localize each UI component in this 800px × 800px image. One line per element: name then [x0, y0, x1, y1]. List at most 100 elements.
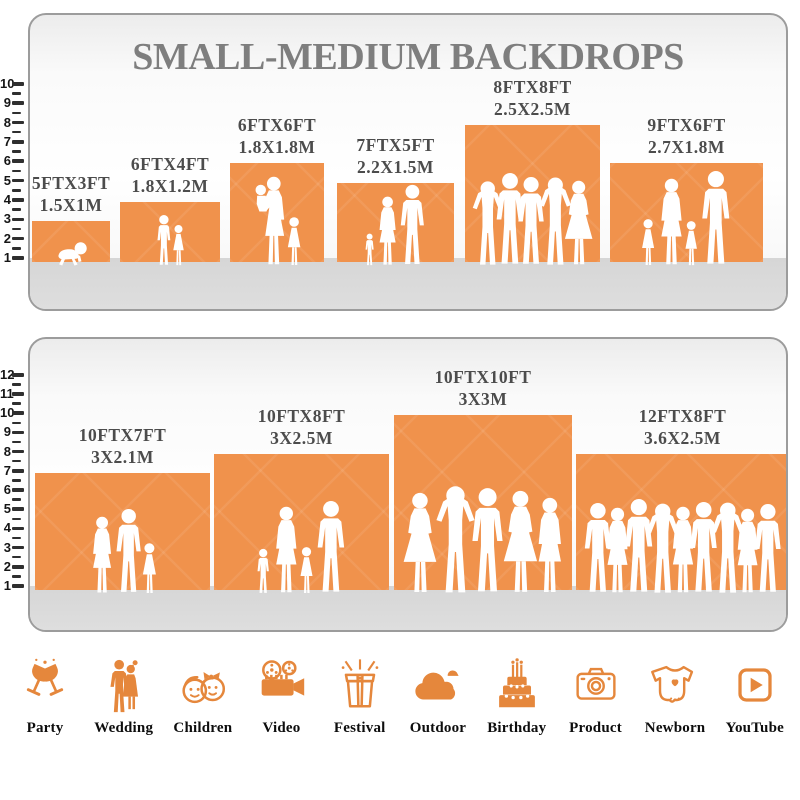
category-youtube: YouTube	[726, 656, 784, 737]
size-ft: 10FTX7FT	[78, 425, 167, 445]
category-wedding: Wedding	[94, 656, 153, 737]
people-silhouettes	[467, 170, 598, 271]
backdrop-size-label: 7FTX5FT 2.2X1.5M	[356, 135, 434, 179]
size-m: 2.2X1.5M	[357, 156, 434, 177]
ruler-tick-major	[12, 526, 24, 531]
category-label: Outdoor	[409, 720, 467, 736]
ruler-number: 8	[3, 443, 11, 459]
ruler-number: 6	[3, 153, 11, 169]
people-silhouettes	[250, 174, 305, 271]
ruler-tick-major	[12, 159, 24, 163]
category-children: Children	[173, 656, 232, 737]
ruler-number: 2	[3, 230, 11, 246]
ruler-number: 10	[0, 75, 15, 91]
size-m: 1.8X1.8M	[238, 136, 316, 157]
page-title: SMALL-MEDIUM BACKDROPS	[132, 36, 684, 78]
ruler-tick-major	[12, 198, 24, 202]
youtube-icon	[726, 656, 784, 714]
ruler-tick-minor	[12, 169, 21, 173]
ruler-tick-minor	[12, 189, 21, 192]
ruler-number: 7	[3, 133, 11, 149]
backdrop-size-label: 6FTX6FT 1.8X1.8M	[238, 115, 316, 159]
floor	[30, 586, 786, 630]
category-newborn: Newborn	[645, 656, 706, 737]
ruler-tick-minor	[12, 92, 21, 95]
ruler-tick-minor	[12, 536, 21, 540]
outdoor-icon	[409, 656, 467, 714]
ruler-number: 5	[3, 172, 11, 188]
ruler-tick-major	[12, 140, 24, 144]
ruler-tick-major	[12, 82, 24, 86]
birthday-icon	[488, 656, 546, 714]
ruler-number: 3	[3, 211, 11, 227]
size-ft: 9FTX6FT	[647, 115, 726, 135]
backdrop-size-label: 10FTX7FT 3X2.1M	[79, 425, 167, 469]
category-label: Wedding	[94, 720, 154, 736]
ruler-number: 4	[3, 520, 11, 536]
ruler-tick-major	[12, 256, 24, 260]
people-silhouettes	[579, 496, 786, 599]
ruler-tick-major	[12, 101, 24, 105]
people-silhouettes	[254, 498, 350, 599]
size-m: 1.5X1M	[39, 194, 103, 215]
size-ft: 6FTX6FT	[237, 115, 317, 135]
ruler-tick-major	[12, 373, 24, 377]
ruler-tick-major	[12, 469, 24, 473]
ruler-tick-minor	[12, 421, 21, 425]
ruler-number: 6	[3, 482, 11, 497]
video-icon	[252, 656, 310, 714]
size-ft: 5FTX3FT	[31, 173, 111, 193]
category-label: Video	[262, 720, 301, 736]
backdrop-size-label: 9FTX6FT 2.7X1.8M	[647, 115, 725, 159]
people-silhouettes	[397, 480, 570, 599]
backdrop-7ftx5ft	[337, 183, 454, 266]
size-ft: 7FTX5FT	[356, 135, 435, 155]
category-video: Video	[252, 656, 310, 737]
backdrop-size-label: 8FTX8FT 2.5X2.5M	[493, 77, 571, 121]
category-label: Product	[569, 720, 622, 736]
category-label: Birthday	[487, 720, 547, 736]
category-label: Festival	[333, 720, 386, 736]
ruler-tick-major	[12, 411, 24, 415]
category-label: Newborn	[644, 720, 706, 736]
category-party: Party	[16, 656, 74, 737]
newborn-icon	[646, 656, 704, 714]
category-label: Children	[173, 720, 233, 736]
ruler-tick-minor	[12, 383, 21, 386]
size-ft: 10FTX8FT	[257, 406, 346, 426]
ruler-tick-minor	[12, 479, 21, 482]
backdrop-12ftx8ft	[576, 454, 786, 593]
backdrop-size-label: 10FTX8FT 3X2.5M	[258, 406, 346, 450]
ruler-number: 10	[0, 405, 15, 421]
ruler-number: 7	[3, 462, 11, 478]
ruler-number: 1	[3, 250, 11, 265]
ruler-tick-minor	[12, 498, 21, 501]
ruler-number: 9	[3, 95, 11, 111]
size-m: 3X3M	[458, 388, 508, 409]
children-icon	[174, 656, 232, 714]
people-silhouettes	[154, 212, 187, 271]
ruler-tick-major	[12, 217, 24, 222]
ruler-tick-major	[12, 488, 24, 492]
category-outdoor: Outdoor	[409, 656, 467, 737]
ruler-tick-major	[12, 584, 24, 588]
ruler-tick-minor	[12, 459, 21, 463]
ruler-tick-minor	[12, 227, 21, 231]
backdrop-8ftx8ft	[465, 125, 600, 265]
backdrop-6ftx4ft	[120, 202, 220, 266]
ruler-tick-major	[12, 392, 24, 396]
people-silhouettes	[363, 182, 429, 271]
ruler-number: 2	[3, 558, 11, 574]
category-label: YouTube	[725, 720, 784, 736]
size-m: 2.5X2.5M	[494, 98, 571, 119]
ruler-tick-minor	[12, 440, 21, 444]
backdrop-10ftx8ft	[214, 454, 389, 594]
ruler-number: 9	[3, 424, 11, 440]
size-m: 3X2.1M	[91, 446, 154, 467]
ruler-tick-minor	[12, 111, 21, 115]
size-ft: 6FTX4FT	[130, 154, 210, 174]
ruler-tick-minor	[12, 402, 21, 405]
size-m: 3X2.5M	[270, 427, 333, 448]
people-silhouettes	[86, 506, 159, 599]
